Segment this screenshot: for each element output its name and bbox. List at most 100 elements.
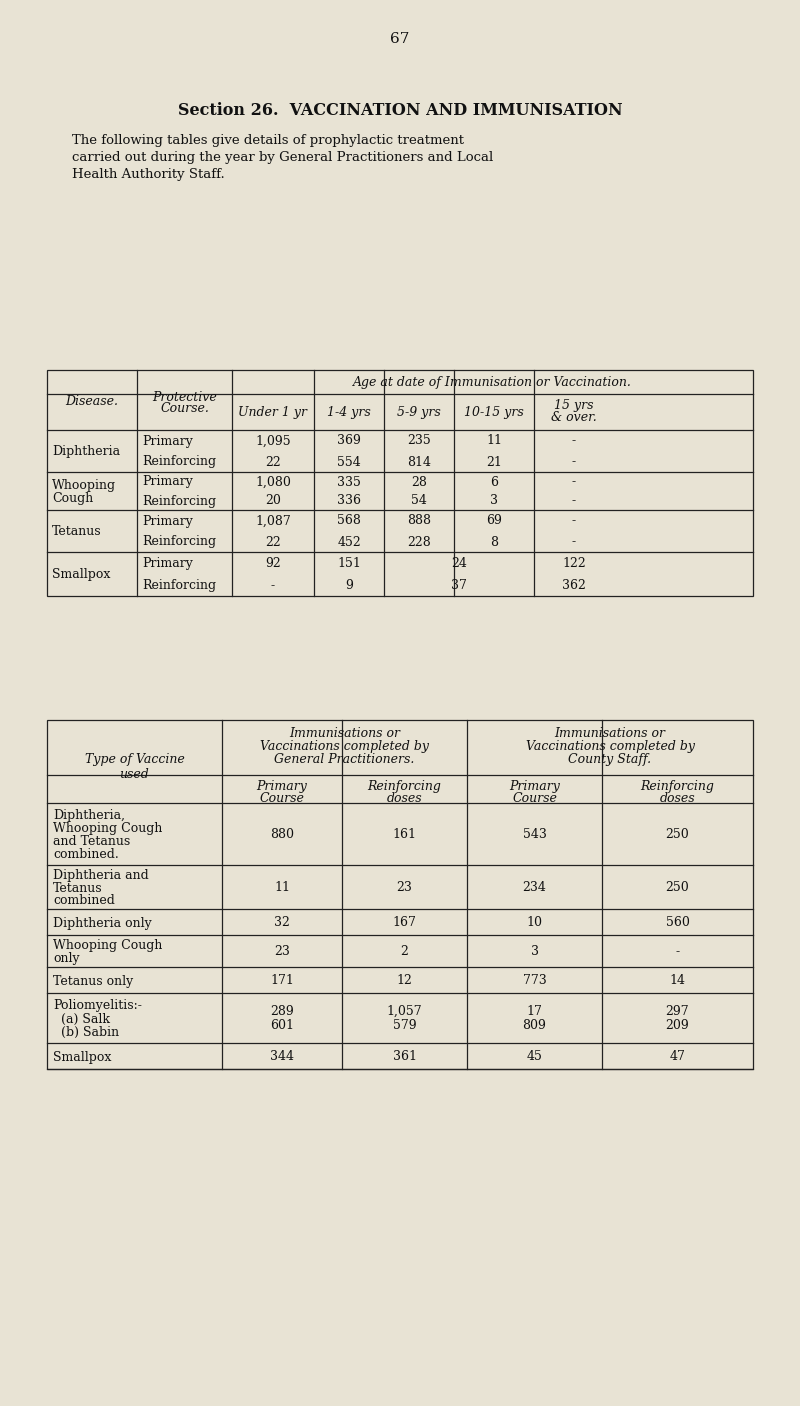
Text: 336: 336	[337, 495, 361, 508]
Text: 228: 228	[407, 536, 431, 548]
Text: County Staff.: County Staff.	[569, 754, 651, 766]
Text: 151: 151	[337, 557, 361, 569]
Text: 10: 10	[526, 915, 542, 929]
Text: -: -	[572, 456, 576, 468]
Text: Primary: Primary	[142, 434, 193, 447]
Text: Vaccinations completed by: Vaccinations completed by	[260, 740, 429, 754]
Text: 21: 21	[486, 456, 502, 468]
Text: 809: 809	[522, 1019, 546, 1032]
Text: 369: 369	[337, 434, 361, 447]
Text: Reinforcing: Reinforcing	[142, 495, 216, 508]
Text: Whooping Cough: Whooping Cough	[53, 939, 162, 952]
Text: 568: 568	[337, 515, 361, 527]
Text: Diphtheria,: Diphtheria,	[53, 808, 125, 823]
Text: doses: doses	[660, 792, 695, 806]
Text: only: only	[53, 952, 80, 965]
Text: 554: 554	[337, 456, 361, 468]
Text: Course.: Course.	[160, 402, 209, 415]
Text: 22: 22	[265, 536, 281, 548]
Text: Diphtheria only: Diphtheria only	[53, 917, 152, 929]
Text: Diphtheria and: Diphtheria and	[53, 869, 149, 882]
Text: 45: 45	[526, 1050, 542, 1063]
Text: Protective: Protective	[152, 391, 217, 404]
Text: Reinforcing: Reinforcing	[641, 780, 714, 793]
Text: 250: 250	[666, 828, 690, 841]
Text: Reinforcing: Reinforcing	[142, 536, 216, 548]
Text: used: used	[120, 768, 150, 780]
Text: Tetanus: Tetanus	[52, 524, 102, 538]
Text: 452: 452	[337, 536, 361, 548]
Text: -: -	[572, 495, 576, 508]
Text: Immunisations or: Immunisations or	[289, 727, 400, 740]
Text: 209: 209	[666, 1019, 690, 1032]
Text: Diphtheria: Diphtheria	[52, 446, 120, 458]
Text: Poliomyelitis:-: Poliomyelitis:-	[53, 1000, 142, 1012]
Text: 3: 3	[530, 945, 538, 957]
Text: 1-4 yrs: 1-4 yrs	[327, 406, 371, 419]
Text: Reinforcing: Reinforcing	[367, 780, 442, 793]
Text: Cough: Cough	[52, 492, 94, 505]
Text: Primary: Primary	[142, 475, 193, 488]
Text: 54: 54	[411, 495, 427, 508]
Text: 601: 601	[270, 1019, 294, 1032]
Text: 161: 161	[393, 828, 417, 841]
Text: combined: combined	[53, 894, 115, 907]
Text: 122: 122	[562, 557, 586, 569]
Text: carried out during the year by General Practitioners and Local: carried out during the year by General P…	[55, 150, 494, 165]
Text: 250: 250	[666, 882, 690, 894]
Text: Smallpox: Smallpox	[53, 1050, 111, 1063]
Text: Course: Course	[259, 792, 305, 806]
Text: 8: 8	[490, 536, 498, 548]
Text: 14: 14	[670, 974, 686, 987]
Text: combined.: combined.	[53, 848, 118, 860]
Text: Reinforcing: Reinforcing	[142, 579, 216, 592]
Text: Tetanus: Tetanus	[53, 882, 102, 894]
Text: 289: 289	[270, 1005, 294, 1018]
Text: Course: Course	[512, 792, 557, 806]
Text: -: -	[572, 515, 576, 527]
Text: 28: 28	[411, 475, 427, 488]
Text: 10-15 yrs: 10-15 yrs	[464, 406, 524, 419]
Text: -: -	[675, 945, 679, 957]
Text: 171: 171	[270, 974, 294, 987]
Text: 579: 579	[393, 1019, 416, 1032]
Text: 22: 22	[265, 456, 281, 468]
Text: 12: 12	[397, 974, 413, 987]
Text: 234: 234	[522, 882, 546, 894]
Text: Health Authority Staff.: Health Authority Staff.	[55, 167, 225, 181]
Text: 9: 9	[345, 579, 353, 592]
Text: (b) Sabin: (b) Sabin	[53, 1025, 119, 1039]
Text: Smallpox: Smallpox	[52, 568, 110, 581]
Text: Primary: Primary	[142, 515, 193, 527]
Bar	[47, 370, 753, 596]
Text: 335: 335	[337, 475, 361, 488]
Text: 3: 3	[490, 495, 498, 508]
Text: 20: 20	[265, 495, 281, 508]
Text: (a) Salk: (a) Salk	[53, 1012, 110, 1025]
Text: -: -	[572, 536, 576, 548]
Text: Immunisations or: Immunisations or	[554, 727, 666, 740]
Text: Tetanus only: Tetanus only	[53, 974, 134, 987]
Text: 23: 23	[274, 945, 290, 957]
Text: 6: 6	[490, 475, 498, 488]
Text: 23: 23	[397, 882, 413, 894]
Text: 32: 32	[274, 915, 290, 929]
Text: 67: 67	[390, 32, 410, 46]
Text: 888: 888	[407, 515, 431, 527]
Text: 24: 24	[451, 557, 467, 569]
Text: 5-9 yrs: 5-9 yrs	[397, 406, 441, 419]
Text: 344: 344	[270, 1050, 294, 1063]
Text: Section 26.  VACCINATION AND IMMUNISATION: Section 26. VACCINATION AND IMMUNISATION	[178, 103, 622, 120]
Text: -: -	[271, 579, 275, 592]
Text: 2: 2	[401, 945, 409, 957]
Text: -: -	[572, 434, 576, 447]
Text: 11: 11	[274, 882, 290, 894]
Text: 543: 543	[522, 828, 546, 841]
Text: Disease.: Disease.	[66, 395, 118, 408]
Text: 69: 69	[486, 515, 502, 527]
Text: Reinforcing: Reinforcing	[142, 456, 216, 468]
Text: 560: 560	[666, 915, 690, 929]
Text: Under 1 yr: Under 1 yr	[238, 406, 307, 419]
Text: 17: 17	[526, 1005, 542, 1018]
Text: 15 yrs: 15 yrs	[554, 399, 594, 412]
